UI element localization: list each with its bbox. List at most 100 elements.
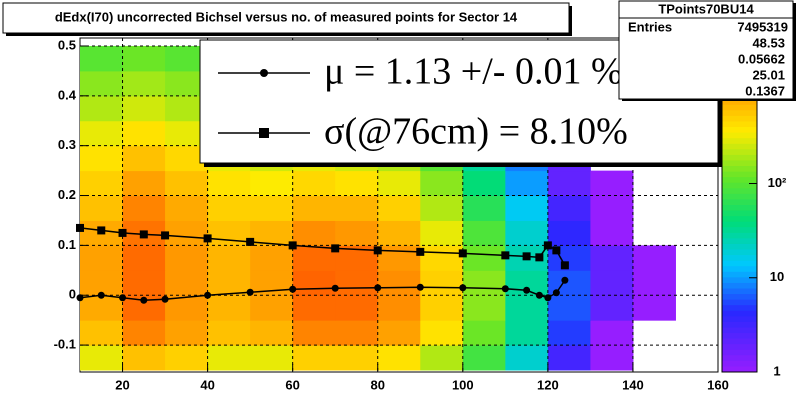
profile-point xyxy=(331,244,340,253)
heatmap-cell xyxy=(122,270,166,296)
heatmap-cell xyxy=(250,220,294,246)
heatmap-cell xyxy=(165,320,209,346)
profile-point xyxy=(501,285,509,293)
heatmap-cell xyxy=(632,245,676,271)
profile-point xyxy=(118,228,127,237)
colorbar-step xyxy=(722,227,757,234)
heatmap-cell xyxy=(80,170,124,197)
heatmap-cell xyxy=(547,195,591,221)
heatmap-cell xyxy=(335,320,379,346)
profile-point xyxy=(203,234,212,243)
heatmap-cell xyxy=(80,195,124,221)
heatmap-cell xyxy=(547,220,591,246)
heatmap-cell xyxy=(505,195,549,221)
heatmap-cell xyxy=(207,245,251,271)
heatmap-cell xyxy=(122,320,166,346)
profile-point xyxy=(522,252,531,261)
heatmap-cell xyxy=(207,170,251,197)
heatmap-cell xyxy=(122,195,166,221)
heatmap-cell xyxy=(632,295,676,321)
heatmap-cell xyxy=(250,320,294,346)
colorbar-step xyxy=(722,132,757,139)
profile-point xyxy=(535,291,543,299)
heatmap-cell xyxy=(122,245,166,271)
profile-point xyxy=(161,295,169,303)
profile-point xyxy=(246,237,255,246)
heatmap-cell xyxy=(377,245,421,271)
colorbar-step xyxy=(722,249,757,256)
heatmap-cell xyxy=(335,345,379,371)
colorbar-step xyxy=(722,321,757,328)
colorbar-step xyxy=(722,271,757,278)
heatmap-cell xyxy=(80,95,124,122)
colorbar-step xyxy=(722,277,757,284)
heatmap-cell xyxy=(377,345,421,371)
heatmap-cell xyxy=(250,195,294,221)
heatmap-cell xyxy=(80,70,124,97)
heatmap-cell xyxy=(122,70,166,97)
heatmap-cell xyxy=(122,95,166,122)
heatmap-cell xyxy=(165,345,209,371)
stats-box xyxy=(618,0,794,100)
heatmap-cell xyxy=(420,195,464,221)
y-tick-label: 0.1 xyxy=(58,237,76,252)
heatmap-cell xyxy=(207,295,251,321)
chart-title: dEdx(I70) uncorrected Bichsel versus no.… xyxy=(55,9,518,24)
colorbar-step xyxy=(722,160,757,167)
colorbar-step xyxy=(722,154,757,161)
colorbar-step xyxy=(722,288,757,295)
heatmap-cell xyxy=(462,295,506,321)
heatmap-cell xyxy=(207,345,251,371)
colorbar-step xyxy=(722,282,757,289)
heatmap-cell xyxy=(165,195,209,221)
colorbar-step xyxy=(722,305,757,312)
colorbar-step xyxy=(722,316,757,323)
colorbar-step xyxy=(722,310,757,317)
heatmap-cell xyxy=(462,195,506,221)
heatmap-cell xyxy=(420,220,464,246)
profile-point xyxy=(288,241,297,250)
colorbar-step xyxy=(722,193,757,200)
heatmap-cell xyxy=(165,295,209,321)
heatmap-cell xyxy=(292,170,336,197)
legend: μ = 1.13 +/- 0.01 % σ(@76cm) = 8.10% xyxy=(218,51,628,153)
heatmap-cell xyxy=(505,320,549,346)
colorbar-step xyxy=(722,121,757,128)
heatmap-cell xyxy=(590,195,634,221)
colorbar-step xyxy=(722,349,757,356)
heatmap-cell xyxy=(335,270,379,296)
heatmap-cell xyxy=(165,270,209,296)
profile-point xyxy=(140,296,148,304)
profile-point xyxy=(373,246,382,255)
heatmap-cell xyxy=(250,245,294,271)
y-tick-label: 0.5 xyxy=(58,37,76,52)
heatmap-cell xyxy=(165,170,209,197)
colorbar-step xyxy=(722,199,757,206)
colorbar-step xyxy=(722,327,757,334)
heatmap-cell xyxy=(462,220,506,246)
stats-value: 48.53 xyxy=(752,35,785,50)
heatmap-cell xyxy=(292,270,336,296)
y-tick-label: -0.1 xyxy=(54,337,76,352)
colorbar-step xyxy=(722,344,757,351)
colorbar-step xyxy=(722,166,757,173)
heatmap-cell xyxy=(590,170,634,197)
heatmap-cell xyxy=(462,320,506,346)
colorbar-step xyxy=(722,177,757,184)
colorbar-step xyxy=(722,333,757,340)
profile-point xyxy=(416,283,424,291)
x-tick-label: 140 xyxy=(622,377,644,392)
heatmap-cell xyxy=(80,145,124,172)
colorbar-step xyxy=(722,216,757,223)
heatmap-cell xyxy=(590,295,634,321)
profile-point xyxy=(552,246,561,255)
heatmap-cell xyxy=(632,270,676,296)
colorbar-step xyxy=(722,210,757,217)
legend-marker xyxy=(260,69,268,77)
profile-point xyxy=(374,284,382,292)
colorbar-step xyxy=(722,266,757,273)
colorbar-step xyxy=(722,243,757,251)
heatmap-cell xyxy=(420,345,464,371)
colorbar-step xyxy=(722,360,757,367)
colorbar-step xyxy=(722,99,757,106)
